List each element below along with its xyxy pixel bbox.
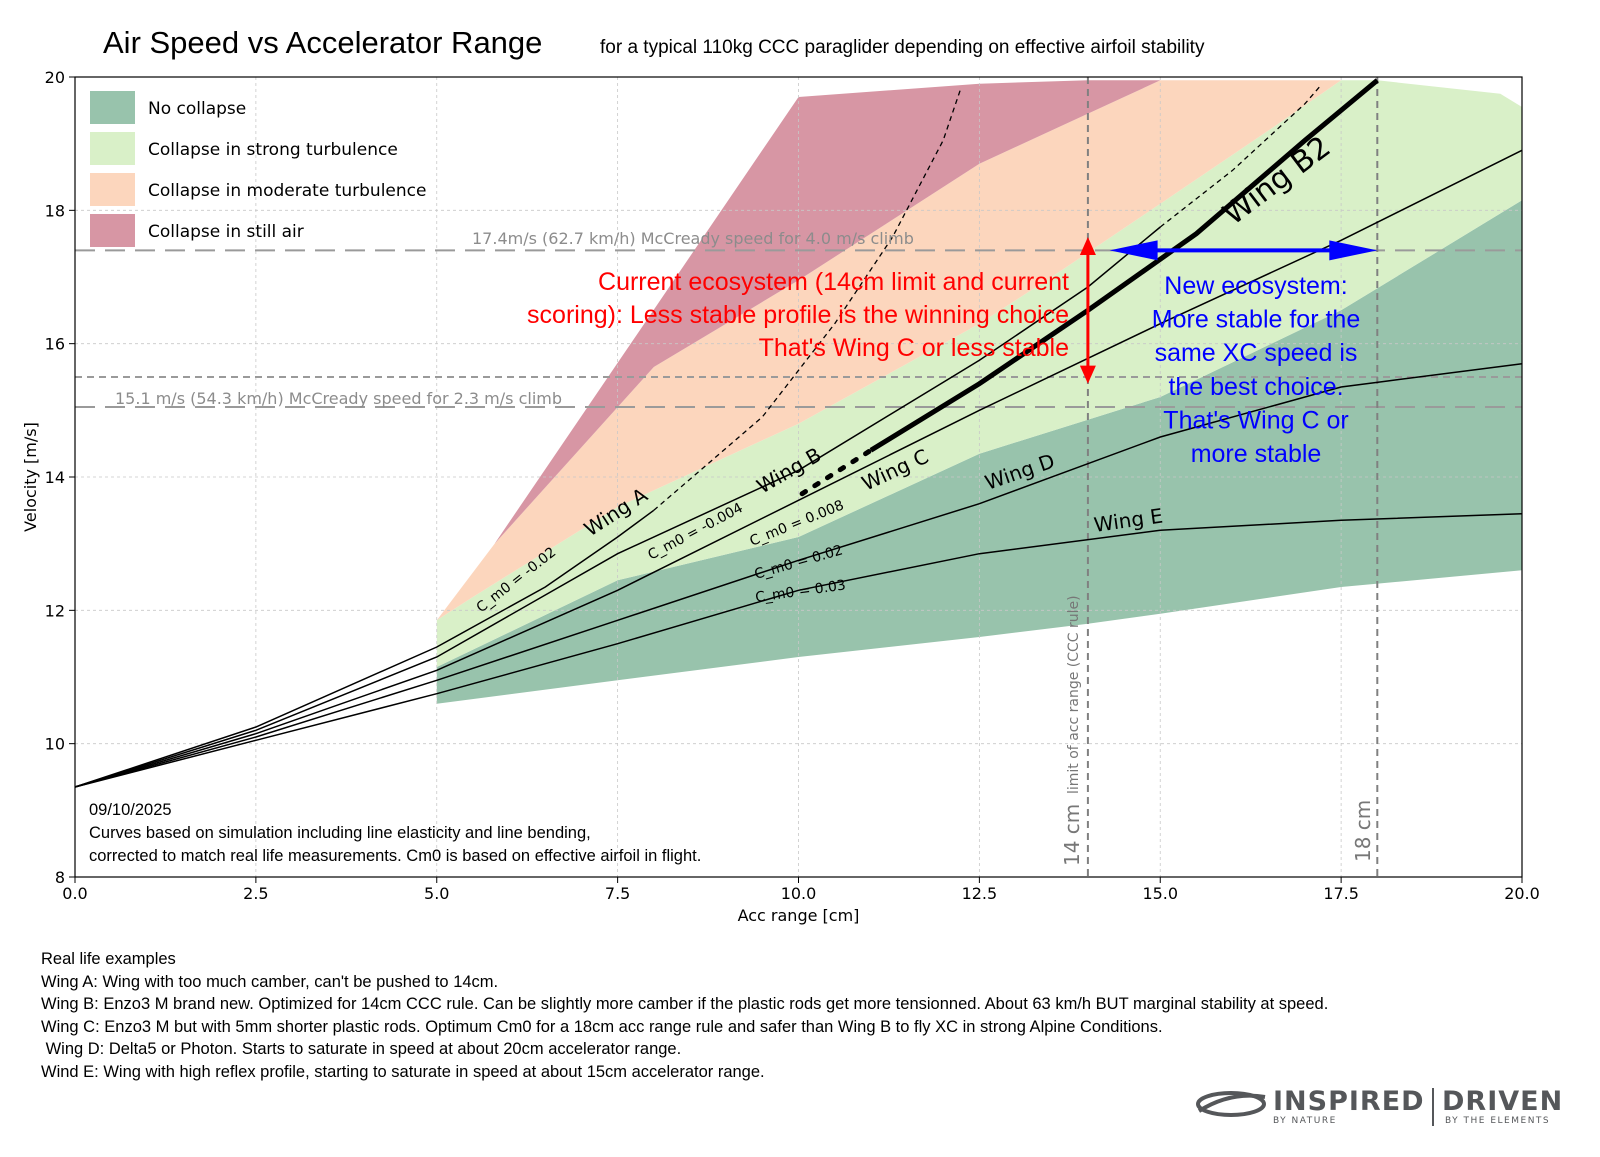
new-ecosystem-text: More stable for the bbox=[1152, 306, 1360, 334]
series-wing-b2 bbox=[869, 78, 1379, 453]
series-transition-dots bbox=[799, 447, 874, 497]
logo-word-inspired: INSPIRED bbox=[1273, 1086, 1425, 1117]
chart-footnote: corrected to match real life measurement… bbox=[89, 847, 701, 865]
current-ecosystem-text: That's Wing C or less stable bbox=[759, 334, 1069, 362]
current-ecosystem-text: scoring): Less stable profile is the win… bbox=[527, 301, 1069, 329]
x-tick-label: 0.0 bbox=[62, 884, 87, 903]
region-collapse-in-still-air bbox=[494, 80, 1161, 544]
legend-label: No collapse bbox=[148, 99, 246, 119]
logo-word-driven: DRIVEN bbox=[1442, 1086, 1564, 1117]
limit-18cm-label: 18 cm bbox=[1351, 800, 1375, 862]
x-tick-label: 2.5 bbox=[243, 884, 268, 903]
series-wing-a bbox=[653, 86, 962, 511]
y-tick-label: 10 bbox=[45, 735, 65, 754]
x-tick-label: 7.5 bbox=[605, 884, 630, 903]
new-ecosystem-text: That's Wing C or bbox=[1163, 406, 1348, 434]
brand-logo: INSPIRED BY NATURE DRIVEN BY THE ELEMENT… bbox=[1195, 1086, 1570, 1130]
mccready-label-2: 15.1 m/s (54.3 km/h) McCready speed for … bbox=[115, 389, 562, 408]
notes-line: Wing B: Enzo3 M brand new. Optimized for… bbox=[41, 995, 1329, 1013]
region-collapse-in-moderate-turbulence bbox=[436, 80, 1342, 621]
logo-separator bbox=[1432, 1088, 1434, 1126]
y-tick-label: 20 bbox=[45, 68, 65, 87]
new-ecosystem-text: the best choice. bbox=[1168, 373, 1343, 401]
notes-line: Wing D: Delta5 or Photon. Starts to satu… bbox=[41, 1040, 682, 1058]
series-wing-b bbox=[1159, 86, 1320, 228]
series-wing-c bbox=[74, 149, 1523, 788]
red-arrow-head-down bbox=[1079, 365, 1096, 384]
chart-footnote: 09/10/2025 bbox=[89, 801, 172, 819]
logo-tag-elements: BY THE ELEMENTS bbox=[1445, 1116, 1551, 1126]
y-tick-label: 18 bbox=[45, 201, 65, 220]
series-wing-b bbox=[74, 226, 1161, 788]
blue-arrow-head-left bbox=[1109, 240, 1158, 261]
notes-line: Wing A: Wing with too much camber, can't… bbox=[41, 972, 499, 991]
y-tick-label: 12 bbox=[45, 601, 65, 620]
series-wing-d bbox=[74, 362, 1523, 788]
notes-line: Wind E: Wing with high reflex profile, s… bbox=[41, 1062, 765, 1081]
legend-swatch bbox=[90, 132, 135, 165]
x-tick-label: 12.5 bbox=[962, 884, 998, 903]
y-tick-label: 14 bbox=[45, 468, 65, 487]
notes-heading: Real life examples bbox=[41, 950, 176, 968]
logo-tag-nature: BY NATURE bbox=[1273, 1116, 1337, 1126]
swoosh-icon bbox=[1196, 1091, 1266, 1117]
x-tick-label: 10.0 bbox=[781, 884, 817, 903]
series-wing-e bbox=[74, 512, 1523, 788]
legend-swatch bbox=[90, 173, 135, 206]
ccc-rule-label: limit of acc range (CCC rule) bbox=[1066, 595, 1082, 794]
blue-arrow-head-right bbox=[1329, 240, 1378, 261]
x-tick-label: 5.0 bbox=[424, 884, 449, 903]
region-no-collapse bbox=[436, 200, 1522, 704]
x-axis-label: Acc range [cm] bbox=[738, 906, 860, 925]
y-tick-label: 16 bbox=[45, 335, 65, 354]
mccready-label-4: 17.4m/s (62.7 km/h) McCready speed for 4… bbox=[472, 229, 914, 248]
series-wing-a bbox=[74, 509, 655, 788]
new-ecosystem-text: same XC speed is bbox=[1155, 339, 1358, 367]
y-tick-label: 8 bbox=[55, 868, 65, 887]
legend-swatch bbox=[90, 214, 135, 247]
chart-footnote: Curves based on simulation including lin… bbox=[89, 824, 591, 842]
x-tick-label: 17.5 bbox=[1323, 884, 1359, 903]
red-arrow-head-up bbox=[1079, 237, 1096, 255]
x-tick-label: 20.0 bbox=[1504, 884, 1540, 903]
legend: No collapse Collapse in strong turbulence… bbox=[90, 91, 426, 247]
new-ecosystem-text: New ecosystem: bbox=[1164, 272, 1347, 300]
y-axis-label: Velocity [m/s] bbox=[21, 422, 40, 532]
chart-title: Air Speed vs Accelerator Range bbox=[103, 25, 542, 60]
legend-label: Collapse in moderate turbulence bbox=[148, 181, 426, 201]
real-life-examples: Real life examples Wing A: Wing with too… bbox=[41, 948, 1328, 1083]
chart-subtitle: for a typical 110kg CCC paraglider depen… bbox=[600, 37, 1205, 58]
new-ecosystem-text: more stable bbox=[1191, 440, 1322, 468]
current-ecosystem-text: Current ecosystem (14cm limit and curren… bbox=[598, 268, 1069, 296]
limit-14cm-label: 14 cm bbox=[1060, 804, 1084, 866]
legend-label: Collapse in strong turbulence bbox=[148, 140, 398, 160]
notes-line: Wing C: Enzo3 M but with 5mm shorter pla… bbox=[41, 1017, 1163, 1036]
legend-label: Collapse in still air bbox=[148, 222, 304, 242]
x-tick-label: 15.0 bbox=[1142, 884, 1178, 903]
legend-swatch bbox=[90, 91, 135, 124]
